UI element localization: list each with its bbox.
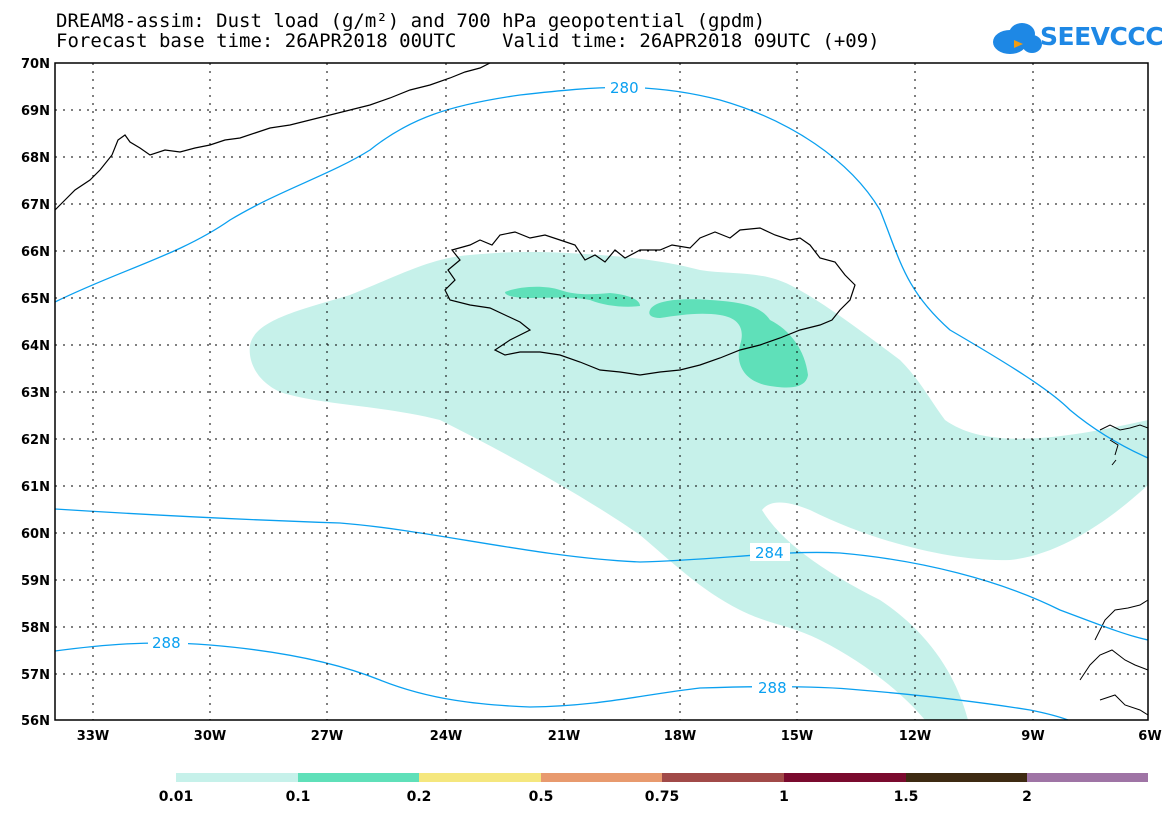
colorbar-segment [176,773,298,782]
title-line-2: Forecast base time: 26APR2018 00UTC Vali… [56,30,880,52]
lat-label: 65N [21,292,50,307]
colorbar-label: 0.01 [159,789,194,805]
colorbar-segment [541,773,662,782]
lat-label: 66N [21,245,50,260]
lon-labels: 33W 30W 27W 24W 21W 18W 15W 12W 9W 6W [77,729,1162,744]
faroe-islands [1099,424,1149,466]
colorbar-labels: 0.01 0.1 0.2 0.5 0.75 1 1.5 2 [159,789,1032,805]
colorbar [176,773,1148,782]
lat-label: 62N [21,433,50,448]
grid-lines [55,63,1148,720]
lat-label: 70N [21,57,50,72]
lon-label: 33W [77,729,109,744]
dust-area-mid-1 [505,286,640,307]
lon-label: 27W [311,729,343,744]
lat-label: 63N [21,386,50,401]
lat-label: 67N [21,198,50,213]
colorbar-segment [662,773,784,782]
colorbar-segment [1027,773,1148,782]
lat-label: 58N [21,621,50,636]
contour-288-left [54,642,1069,721]
colorbar-label: 0.5 [529,789,554,805]
lon-label: 15W [781,729,813,744]
scotland-coast [1079,599,1149,716]
greenland-coast [54,62,491,211]
colorbar-label: 1 [779,789,789,805]
lat-label: 56N [21,714,50,729]
lat-label: 59N [21,574,50,589]
iceland-outline [444,227,856,376]
colorbar-label: 2 [1022,789,1032,805]
cloud-icon [993,23,1042,54]
dust-area-low [249,251,1148,720]
colorbar-label: 0.75 [645,789,680,805]
lat-label: 57N [21,668,50,683]
dust-area-mid-2 [649,299,808,388]
lon-label: 30W [194,729,226,744]
lat-label: 68N [21,151,50,166]
lat-label: 69N [21,104,50,119]
colorbar-label: 0.2 [407,789,432,805]
lat-label: 64N [21,339,50,354]
lon-label: 9W [1021,729,1044,744]
seevccc-logo [993,23,1042,54]
colorbar-segment [784,773,906,782]
lon-label: 21W [548,729,580,744]
plot-frame [54,62,1149,721]
colorbar-segment [298,773,419,782]
colorbar-label: 0.1 [286,789,311,805]
lon-label: 12W [899,729,931,744]
title-line-1: DREAM8-assim: Dust load (g/m²) and 700 h… [56,10,766,32]
colorbar-segment [419,773,541,782]
lon-label: 18W [664,729,696,744]
lat-label: 60N [21,527,50,542]
contour-label-288-left: 288 [152,634,181,652]
lon-label: 24W [430,729,462,744]
contour-label-284: 284 [755,544,784,562]
contour-284 [54,508,1149,641]
colorbar-label: 1.5 [894,789,919,805]
colorbar-segment [906,773,1027,782]
lon-label: 6W [1138,729,1161,744]
lat-labels: 70N 69N 68N 67N 66N 65N 64N 63N 62N 61N … [21,57,50,729]
logo-text: SEEVCCC [1040,22,1164,51]
contour-label-288-right: 288 [758,679,787,697]
contour-label-280: 280 [610,79,639,97]
contour-280 [54,86,1149,459]
lat-label: 61N [21,480,50,495]
